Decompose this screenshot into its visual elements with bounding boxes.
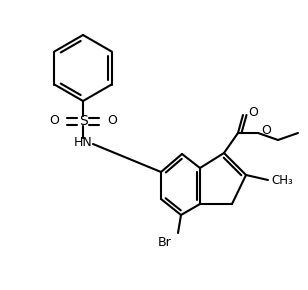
Text: O: O	[107, 115, 117, 128]
Text: O: O	[49, 115, 59, 128]
Text: O: O	[248, 106, 258, 119]
Text: O: O	[261, 124, 271, 137]
Text: S: S	[79, 114, 87, 128]
Text: Br: Br	[158, 235, 172, 249]
Text: CH₃: CH₃	[271, 175, 293, 188]
Text: HN: HN	[74, 137, 92, 150]
